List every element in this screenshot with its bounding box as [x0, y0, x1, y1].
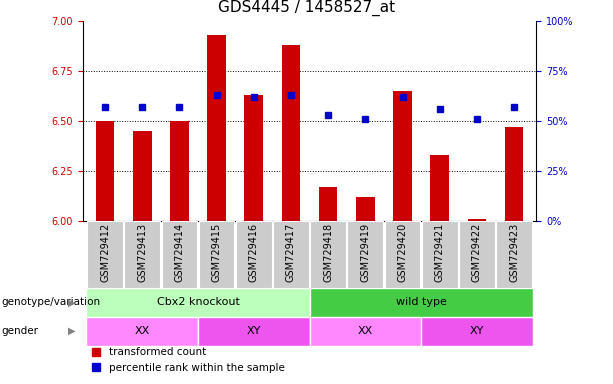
- Bar: [496, 221, 532, 288]
- Text: XY: XY: [470, 326, 484, 336]
- Bar: [468, 219, 486, 221]
- Bar: [348, 221, 383, 288]
- Text: GDS4445 / 1458527_at: GDS4445 / 1458527_at: [218, 0, 395, 16]
- Bar: [319, 187, 337, 221]
- Text: GSM729419: GSM729419: [360, 223, 370, 282]
- Text: wild type: wild type: [395, 297, 446, 308]
- Text: genotype/variation: genotype/variation: [1, 297, 101, 308]
- Legend: transformed count, percentile rank within the sample: transformed count, percentile rank withi…: [88, 343, 289, 377]
- Text: Cbx2 knockout: Cbx2 knockout: [156, 297, 240, 308]
- Text: GSM729421: GSM729421: [435, 223, 444, 282]
- Text: gender: gender: [1, 326, 38, 336]
- Bar: [430, 155, 449, 221]
- Text: GSM729423: GSM729423: [509, 223, 519, 282]
- Bar: [385, 221, 421, 288]
- Bar: [199, 221, 234, 288]
- Bar: [504, 127, 524, 221]
- Text: XY: XY: [246, 326, 261, 336]
- Bar: [245, 95, 263, 221]
- Text: ▶: ▶: [68, 326, 75, 336]
- Bar: [87, 221, 123, 288]
- Bar: [310, 221, 346, 288]
- Text: GSM729416: GSM729416: [249, 223, 259, 282]
- Text: GSM729413: GSM729413: [137, 223, 147, 282]
- Text: GSM729420: GSM729420: [397, 223, 408, 282]
- Text: GSM729414: GSM729414: [175, 223, 185, 282]
- Text: XX: XX: [135, 326, 150, 336]
- Bar: [124, 221, 160, 288]
- Bar: [162, 221, 197, 288]
- Bar: [86, 288, 310, 317]
- Bar: [310, 317, 421, 346]
- Bar: [459, 221, 495, 288]
- Text: GSM729422: GSM729422: [472, 223, 482, 282]
- Text: GSM729412: GSM729412: [100, 223, 110, 282]
- Bar: [133, 131, 151, 221]
- Bar: [236, 221, 272, 288]
- Bar: [393, 91, 412, 221]
- Bar: [310, 288, 533, 317]
- Text: GSM729415: GSM729415: [211, 223, 222, 282]
- Bar: [273, 221, 309, 288]
- Bar: [170, 121, 189, 221]
- Text: GSM729417: GSM729417: [286, 223, 296, 282]
- Bar: [282, 45, 300, 221]
- Bar: [198, 317, 310, 346]
- Bar: [86, 317, 198, 346]
- Text: XX: XX: [358, 326, 373, 336]
- Bar: [207, 35, 226, 221]
- Bar: [421, 317, 533, 346]
- Bar: [96, 121, 115, 221]
- Text: ▶: ▶: [68, 297, 75, 308]
- Bar: [422, 221, 457, 288]
- Text: GSM729418: GSM729418: [323, 223, 333, 282]
- Bar: [356, 197, 375, 221]
